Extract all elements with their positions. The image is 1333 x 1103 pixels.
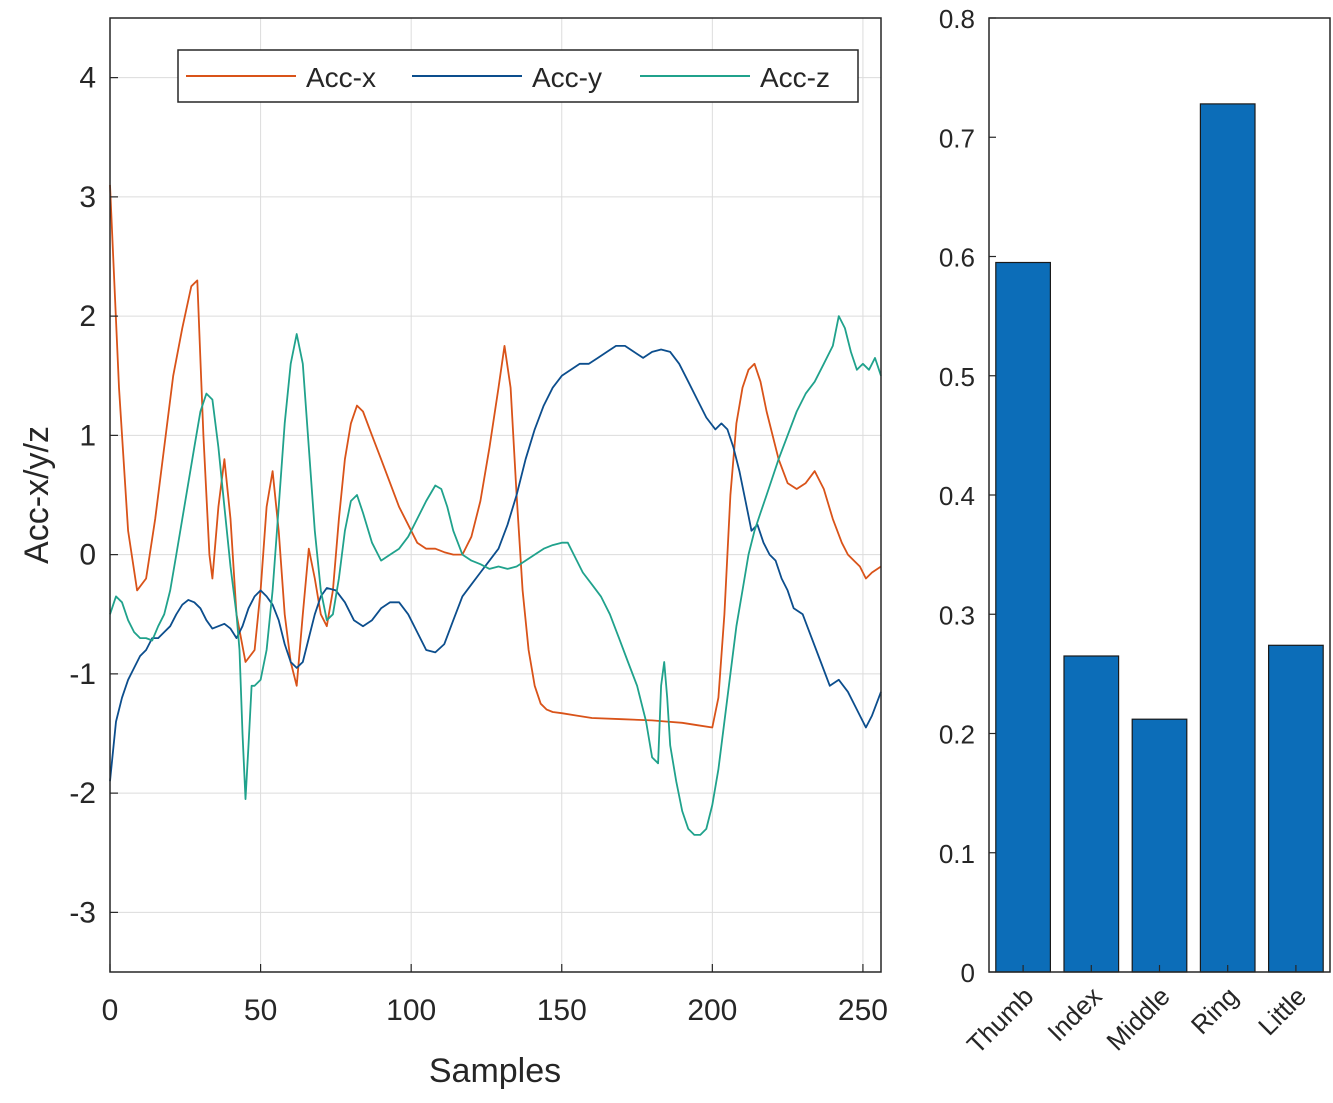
bar-thumb xyxy=(995,261,1051,973)
bar-y-tick-label: 0.2 xyxy=(939,720,975,750)
bar-y-ticks: 0 0.1 0.2 0.3 0.4 0.5 0.6 0.7 0.8 xyxy=(939,4,996,988)
series-line-acc-x xyxy=(109,184,882,729)
line-plot-area xyxy=(110,18,881,972)
x-tick-label: 50 xyxy=(244,994,277,1027)
series-line-acc-z xyxy=(109,315,882,836)
legend-label-acc-z: Acc-z xyxy=(760,62,830,93)
bar-y-tick-label: 0.6 xyxy=(939,243,975,273)
bar-y-tick-label: 0.4 xyxy=(939,481,975,511)
bar-y-tick-label: 0.3 xyxy=(939,600,975,630)
line-series-group xyxy=(109,184,882,836)
y-tick-label: 1 xyxy=(79,419,96,452)
bar-chart-panel: 00.10.20.30.40.50.60.70.8 Thumb IndexMidd… xyxy=(939,4,1331,1059)
bar-y-tick-label: 0.8 xyxy=(939,4,975,34)
bar-y-tick-label: 0.5 xyxy=(939,362,975,392)
bar-y-tick-label: 0.7 xyxy=(939,123,975,153)
y-tick-label: 0 xyxy=(79,539,96,572)
line-x-ticks: 0 50 100 150 200 250 xyxy=(102,964,888,1027)
x-tick-label: 150 xyxy=(537,994,587,1027)
bar-y-tick-label: 0.1 xyxy=(939,839,975,869)
legend-label-acc-y: Acc-y xyxy=(532,62,602,93)
line-y-ticks: -3 -2 -1 0 1 2 3 4 xyxy=(69,62,118,929)
y-tick-label: 2 xyxy=(79,300,96,333)
y-tick-label: -3 xyxy=(69,896,96,929)
series-line-acc-y xyxy=(109,345,882,782)
bar-little xyxy=(1267,644,1324,973)
x-tick-label: 0 xyxy=(102,994,119,1027)
bar-middle xyxy=(1131,718,1188,973)
line-legend: Acc-x Acc-y Acc-z xyxy=(177,49,859,103)
y-tick-label: 4 xyxy=(79,62,96,95)
line-y-axis-label: Acc-x/y/z xyxy=(18,426,56,564)
line-x-axis-label: Samples xyxy=(429,1052,561,1090)
bar-ring xyxy=(1199,103,1256,973)
legend-label-acc-x: Acc-x xyxy=(306,62,376,93)
x-tick-label: 200 xyxy=(687,994,737,1027)
y-tick-label: 3 xyxy=(79,181,96,214)
line-plot-frame xyxy=(109,17,882,973)
x-tick-label: 100 xyxy=(386,994,436,1027)
line-chart-panel: 0 50 100 150 200 250 -3 -2 -1 0 1 2 3 4 Samples Acc-… xyxy=(18,17,888,1090)
bar-index xyxy=(1063,655,1120,973)
x-tick-label: 250 xyxy=(838,994,888,1027)
y-tick-label: -1 xyxy=(69,658,96,691)
y-tick-label: -2 xyxy=(69,777,96,810)
bar-y-tick-label: 0 xyxy=(961,958,975,988)
bar-group xyxy=(995,103,1324,973)
